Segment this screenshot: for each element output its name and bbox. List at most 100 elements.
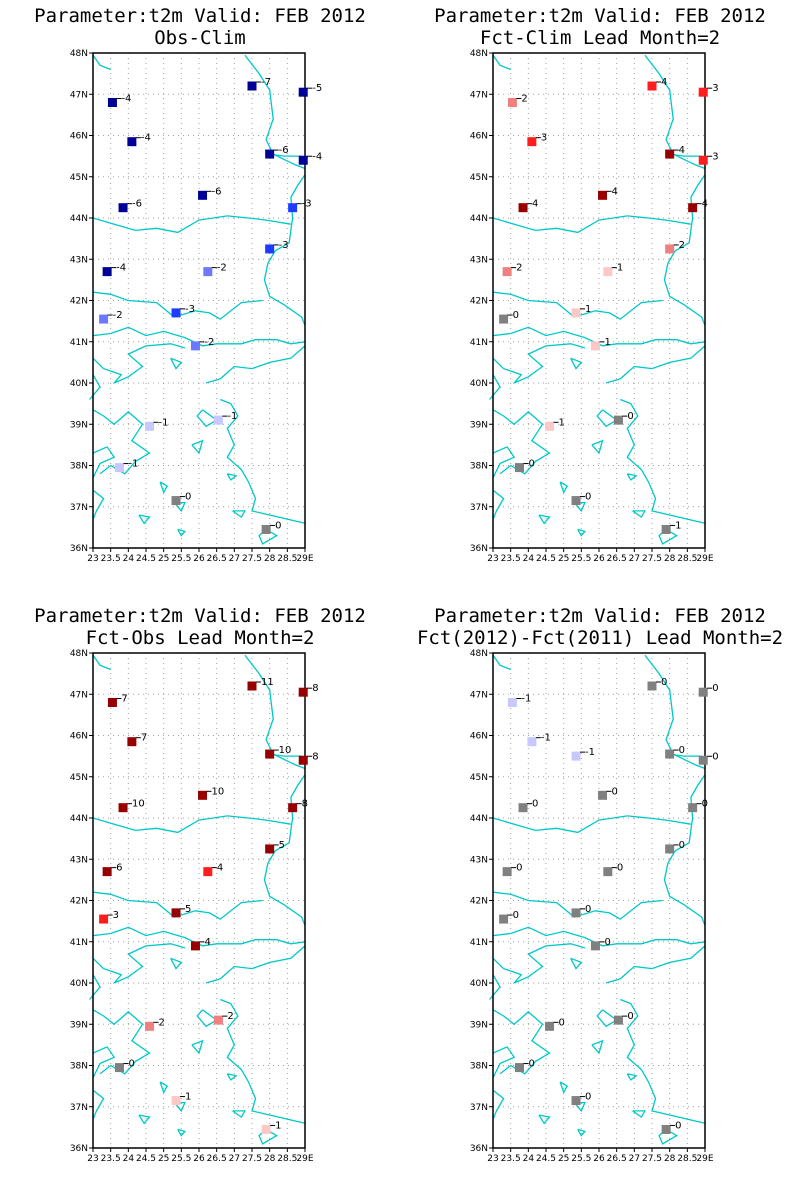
- station-value-label: 11: [261, 677, 274, 688]
- y-tick-label: 40N: [70, 979, 88, 989]
- y-tick-label: 38N: [70, 1062, 88, 1072]
- coastline: [89, 654, 306, 1145]
- y-tick-label: 43N: [70, 255, 88, 265]
- station-marker: [107, 98, 117, 107]
- x-tick-label: 23.5: [101, 1154, 121, 1164]
- y-tick-label: 41N: [70, 938, 88, 948]
- coastline-segment: [559, 1081, 569, 1094]
- y-tick-label: 37N: [70, 503, 88, 513]
- station-marker: [213, 1015, 223, 1025]
- x-tick-label: 24: [123, 1154, 135, 1164]
- coastline-segment: [177, 528, 187, 537]
- coastline-segment: [492, 815, 692, 834]
- station-marker: [603, 267, 613, 277]
- x-tick-label: 28.5: [277, 554, 297, 564]
- station-value-label: 1: [604, 337, 610, 348]
- y-tick-label: 39N: [470, 420, 488, 430]
- y-tick-label: 48N: [470, 649, 488, 659]
- coastline-segment: [219, 998, 306, 1124]
- coastline-segment: [492, 326, 706, 347]
- station-value-label: 3: [113, 910, 119, 921]
- y-tick-label: 48N: [70, 649, 88, 659]
- y-tick-label: 42N: [70, 897, 88, 907]
- station-marker: [190, 341, 200, 351]
- station-value-label: 1: [559, 417, 565, 428]
- coastline-segment: [492, 343, 586, 384]
- station-marker: [647, 81, 657, 91]
- station-marker: [499, 914, 509, 924]
- station-marker: [527, 737, 537, 747]
- station-marker: [647, 681, 657, 691]
- station-value-label: 10: [212, 786, 225, 797]
- coastline-segment: [196, 1009, 218, 1028]
- station-marker: [590, 941, 600, 951]
- station-value-label: 0: [275, 520, 281, 531]
- station-value-label: 4: [661, 77, 667, 88]
- x-tick-label: 25.5: [571, 1154, 591, 1164]
- station-value-label: 0: [513, 310, 519, 321]
- x-tick-label: 27: [629, 554, 640, 564]
- y-tick-label: 39N: [70, 1020, 88, 1030]
- station-value-label: -2: [113, 310, 123, 321]
- coastline: [489, 654, 706, 1145]
- station-value-label: 0: [702, 799, 708, 810]
- coastline-segment: [170, 957, 183, 970]
- coastline-segment: [92, 891, 263, 920]
- station-marker: [102, 867, 112, 877]
- panel-fct-clim: Parameter:t2m Valid: FEB 2012 Fct-Clim L…: [434, 5, 766, 564]
- x-tick-label: 28: [264, 554, 276, 564]
- station-marker: [698, 687, 708, 697]
- station-marker: [261, 524, 271, 534]
- station-marker: [598, 190, 608, 200]
- coastline-segment: [492, 291, 663, 320]
- station-value-label: 0: [585, 904, 591, 915]
- station-marker: [99, 314, 109, 324]
- x-tick-label: 28: [664, 554, 676, 564]
- x-tick-label: 26.5: [607, 554, 627, 564]
- station-value-label: -6: [212, 186, 222, 197]
- y-tick-label: 48N: [70, 49, 88, 59]
- y-tick-label: 45N: [470, 773, 488, 783]
- station-marker: [499, 314, 509, 324]
- station-marker: [288, 803, 298, 813]
- coastline-segment: [605, 345, 706, 384]
- coastline-segment: [92, 215, 292, 234]
- station-value-label: 0: [516, 863, 522, 874]
- y-tick-label: 45N: [70, 773, 88, 783]
- station-marker: [545, 421, 555, 431]
- station-value-label: -1: [585, 747, 595, 758]
- x-tick-label: 25.5: [171, 1154, 191, 1164]
- x-tick-label: 26: [593, 554, 605, 564]
- station-marker: [171, 908, 181, 918]
- station-value-label: 0: [627, 1011, 633, 1022]
- coastline-segment: [244, 654, 306, 770]
- station-value-label: -1: [129, 459, 139, 470]
- station-value-label: 7: [141, 733, 147, 744]
- station-value-label: 2: [679, 240, 685, 251]
- y-tick-label: 36N: [70, 1144, 88, 1154]
- x-tick-label: 26.5: [207, 554, 227, 564]
- coastline-segment: [159, 1081, 169, 1094]
- coastline-segment: [263, 774, 306, 926]
- station-marker: [571, 496, 581, 506]
- station-value-label: 3: [712, 83, 718, 94]
- coastline-segment: [632, 1110, 647, 1119]
- station-value-label: 0: [532, 799, 538, 810]
- coastline-segment: [605, 945, 706, 984]
- station-points: 2 4 3 3 4 3 4 4 4 2 2 1 1 0 1 1 0 0 0 1: [499, 77, 719, 534]
- panel-title: Parameter:t2m Valid: FEB 2012: [34, 5, 366, 27]
- grid: [93, 653, 305, 1148]
- y-tick-label: 37N: [470, 503, 488, 513]
- x-tick-label: 24: [523, 1154, 535, 1164]
- y-tick-label: 41N: [470, 938, 488, 948]
- panel-title: Parameter:t2m Valid: FEB 2012: [434, 605, 766, 627]
- station-marker: [571, 1096, 581, 1106]
- x-tick-label: 24.5: [136, 554, 156, 564]
- station-marker: [247, 681, 257, 691]
- coastline-segment: [492, 489, 505, 520]
- station-marker: [665, 749, 675, 759]
- coastline-segment: [258, 1128, 278, 1145]
- y-tick-label: 41N: [470, 338, 488, 348]
- station-value-label: -6: [132, 199, 142, 210]
